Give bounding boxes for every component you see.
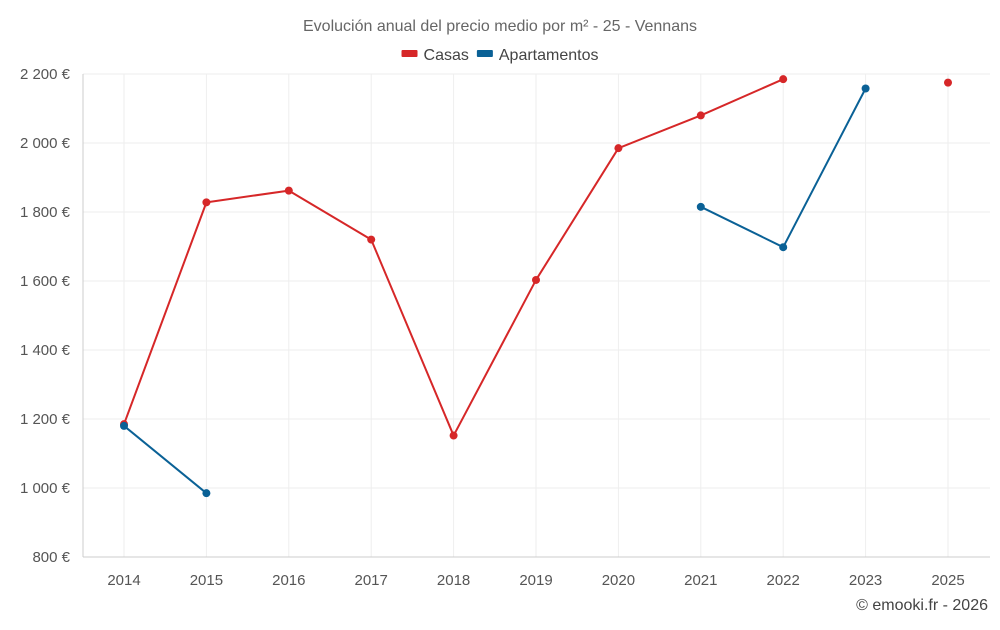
data-point-casas[interactable] [779,75,788,84]
legend-item-apartamentos[interactable]: Apartamentos [476,47,599,64]
legend-label: Casas [424,47,469,64]
x-tick-label: 2014 [107,572,140,589]
x-tick-label: 2017 [355,572,388,589]
y-tick-label: 1 400 € [20,342,71,359]
data-point-apartamentos[interactable] [202,489,211,498]
series-casas [120,75,952,440]
data-point-casas[interactable] [284,186,293,195]
axes: 800 € 1 000 € 1 200 € 1 400 € 1 600 € 1 800 €… [20,66,990,589]
data-point-apartamentos[interactable] [861,84,870,93]
x-tick-label: 2025 [931,572,964,589]
data-point-apartamentos[interactable] [779,243,788,252]
data-point-casas[interactable] [532,275,540,284]
legend: Casas Apartamentos [401,47,599,64]
legend-swatch [401,50,418,57]
legend-label: Apartamentos [499,47,599,64]
x-tick-label: 2022 [767,572,800,589]
x-tick-label: 2018 [437,572,470,589]
series-line-apartamentos [123,424,208,495]
data-point-casas[interactable] [696,111,705,120]
x-tick-label: 2015 [190,572,223,589]
x-tick-label: 2020 [602,572,635,589]
chart-title: Evolución anual del precio medio por m² … [303,18,697,35]
x-tick-label: 2023 [849,572,882,589]
data-point-apartamentos[interactable] [120,421,128,430]
series-apartamentos [120,84,870,498]
series-layer [120,75,952,498]
y-tick-label: 2 000 € [20,135,71,152]
data-point-apartamentos[interactable] [696,202,705,211]
y-tick-label: 1 600 € [20,273,71,290]
credit-text: © emooki.fr - 2026 [856,597,988,614]
grid [83,73,990,557]
data-point-casas[interactable] [367,235,376,244]
legend-swatch [476,50,493,57]
data-point-casas[interactable] [614,144,623,153]
data-point-casas[interactable] [944,78,952,87]
legend-item-casas[interactable]: Casas [401,47,469,64]
y-tick-label: 1 000 € [20,480,71,497]
x-tick-label: 2019 [519,572,552,589]
y-tick-label: 2 200 € [20,66,71,83]
data-point-casas[interactable] [202,198,211,207]
data-point-casas[interactable] [449,431,458,440]
y-tick-label: 1 200 € [20,411,71,428]
y-tick-label: 1 800 € [20,204,71,221]
x-tick-label: 2016 [272,572,305,589]
y-tick-label: 800 € [32,549,70,566]
x-tick-label: 2021 [684,572,717,589]
